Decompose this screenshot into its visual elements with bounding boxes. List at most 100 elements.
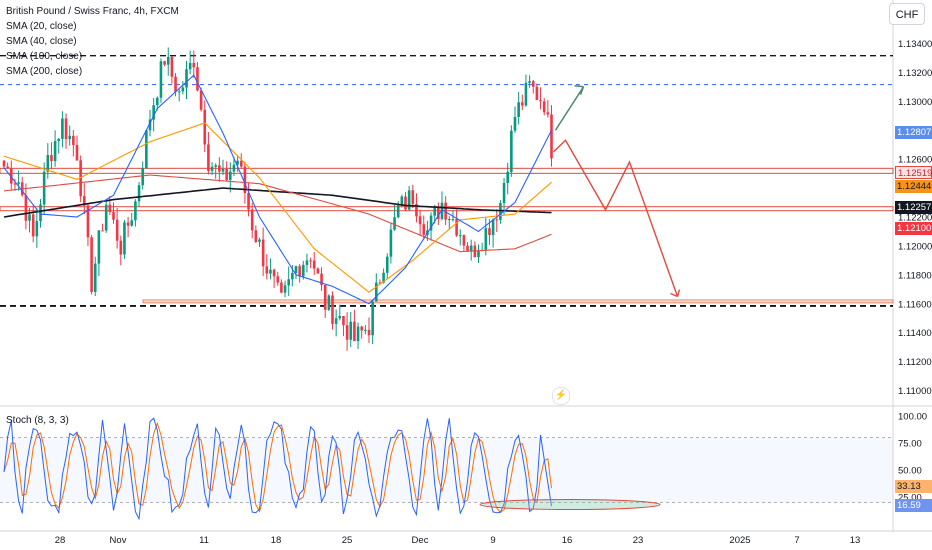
- candle-body: [152, 105, 155, 120]
- candle-body: [429, 215, 433, 231]
- candle-body: [192, 62, 196, 68]
- time-axis-label: 11: [199, 535, 209, 546]
- time-axis-label: 16: [562, 535, 573, 546]
- candle-body: [506, 171, 509, 184]
- time-axis-label: 2025: [729, 535, 750, 546]
- candle-body: [488, 228, 491, 235]
- candle-body: [225, 168, 228, 180]
- candle-body: [396, 205, 400, 218]
- candle-body: [517, 102, 520, 117]
- candle-body: [371, 301, 374, 336]
- candle-body: [393, 217, 396, 230]
- candle-body: [466, 245, 469, 252]
- candle-body: [535, 86, 539, 101]
- chart-legend: British Pound / Swiss Franc, 4h, FXCM SM…: [6, 4, 179, 79]
- candle-body: [156, 97, 159, 106]
- stoch-axis-label: 50.00: [898, 466, 922, 477]
- candle-body: [46, 155, 50, 172]
- candle-body: [448, 219, 451, 221]
- candle-body: [115, 219, 119, 241]
- candle-body: [86, 205, 90, 238]
- candle-body: [68, 135, 71, 140]
- red-zone-upper: [0, 167, 894, 174]
- stoch-title[interactable]: Stoch (8, 3, 3): [6, 415, 69, 426]
- candle-body: [83, 196, 86, 206]
- candle-body: [521, 102, 524, 106]
- time-axis-label: 7: [794, 535, 799, 546]
- price-axis-label: 1.12200: [898, 212, 932, 223]
- candle-body: [254, 230, 258, 242]
- stoch-tag-k: 16.59: [895, 499, 932, 512]
- price-axis-label: 1.13200: [898, 68, 932, 79]
- candle-body: [50, 155, 53, 162]
- candle-body: [499, 203, 502, 220]
- candle-body: [389, 229, 393, 257]
- candle-body: [491, 219, 495, 235]
- candle-body: [13, 183, 17, 185]
- price-axis-label: 1.11000: [898, 386, 932, 397]
- candle-body: [513, 116, 517, 131]
- candle-body: [221, 168, 225, 172]
- sma100-legend[interactable]: SMA (100, close): [6, 51, 83, 62]
- candle-body: [170, 56, 174, 77]
- candle-body: [174, 76, 177, 92]
- candle-body: [79, 160, 82, 197]
- price-tag-sma40: 1.12444: [895, 180, 932, 193]
- currency-button[interactable]: CHF: [889, 3, 925, 25]
- candle-body: [375, 282, 378, 302]
- candle-body: [177, 91, 181, 93]
- candle-body: [75, 144, 79, 161]
- candle-body: [342, 315, 345, 326]
- candle-body: [378, 282, 382, 284]
- time-axis-label: 18: [271, 535, 282, 546]
- candle-body: [302, 264, 305, 277]
- sma40-legend[interactable]: SMA (40, close): [6, 36, 77, 47]
- candle-body: [309, 260, 312, 262]
- time-axis-label: Nov: [110, 535, 127, 546]
- sma200-legend[interactable]: SMA (200, close): [6, 66, 83, 77]
- candle-body: [210, 166, 214, 171]
- sma20-line: [3, 74, 552, 305]
- bullish-arrowhead: [574, 85, 585, 96]
- candle-body: [130, 220, 134, 226]
- candle-body: [294, 266, 298, 273]
- candle-body: [331, 295, 334, 324]
- candle-body: [458, 235, 462, 237]
- candle-body: [524, 82, 528, 106]
- candle-body: [141, 168, 144, 186]
- stoch-tag-d: 33.13: [895, 480, 932, 493]
- price-tag-level: 1.12519: [895, 166, 932, 179]
- candle-body: [261, 239, 265, 267]
- time-axis-label: 9: [490, 535, 495, 546]
- candle-body: [159, 61, 163, 98]
- candle-body: [382, 272, 385, 283]
- price-axis-label: 1.11800: [898, 270, 932, 281]
- candle-body: [422, 224, 426, 235]
- time-axis-label: Dec: [412, 535, 429, 546]
- sma100-line: [3, 174, 552, 253]
- candle-body: [462, 235, 466, 246]
- candle-body: [258, 239, 261, 242]
- candle-body: [276, 276, 280, 283]
- candle-body: [269, 269, 272, 274]
- candle-body: [6, 166, 9, 169]
- lightning-icon[interactable]: ⚡: [552, 387, 570, 405]
- candle-body: [272, 269, 276, 277]
- candle-body: [411, 190, 415, 204]
- candle-body: [181, 87, 185, 92]
- price-axis-label: 1.11600: [898, 299, 932, 310]
- candle-body: [287, 279, 290, 286]
- candle-body: [93, 263, 97, 292]
- price-axis-label: 1.11200: [898, 357, 932, 368]
- stoch-axis-label: 75.00: [898, 439, 922, 450]
- candle-body: [451, 219, 455, 221]
- candle-body: [28, 214, 31, 221]
- candle-body: [305, 260, 309, 265]
- sma20-legend[interactable]: SMA (20, close): [6, 21, 77, 32]
- candle-body: [312, 260, 316, 269]
- candle-body: [39, 204, 42, 222]
- candle-body: [207, 144, 210, 171]
- price-axis-label: 1.12600: [898, 155, 932, 166]
- candle-body: [542, 101, 546, 113]
